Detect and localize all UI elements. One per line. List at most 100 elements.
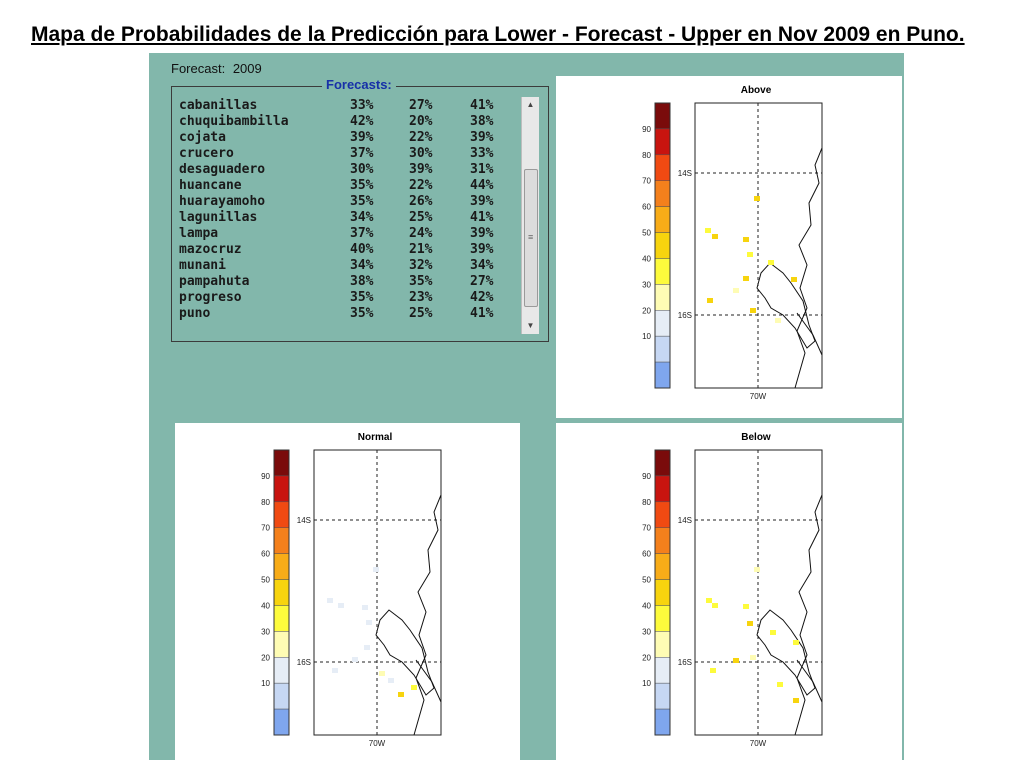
map-panel-above: Above 90 80 70 60 50 40 30 20 10 14S 16S 70W [556, 76, 902, 418]
forecasts-list[interactable]: cabanillas 33% 27% 41% chuquibambilla 42% 20% 3… [179, 98, 529, 336]
colorbar-swatch [273, 605, 290, 632]
colorbar-swatch [654, 284, 671, 311]
station-prob-normal: 22% [409, 130, 433, 145]
station-prob-lower: 42% [350, 114, 374, 129]
station-prob-lower: 33% [350, 98, 374, 113]
station-marker [791, 277, 797, 282]
colorbar-tick-label: 60 [261, 550, 270, 559]
colorbar-tick-label: 50 [642, 576, 651, 585]
lon-label: 70W [750, 739, 767, 748]
station-marker [352, 657, 358, 662]
colorbar-tick-label: 30 [261, 627, 270, 636]
station-prob-lower: 37% [350, 226, 374, 241]
scroll-thumb[interactable]: ≡ [524, 169, 538, 307]
lake-titicaca-outline [756, 262, 816, 349]
station-name: progreso [179, 290, 242, 305]
station-prob-lower: 35% [350, 290, 374, 305]
station-prob-upper: 39% [470, 130, 494, 145]
colorbar-swatch [273, 553, 290, 580]
station-marker [364, 645, 370, 650]
station-prob-normal: 21% [409, 242, 433, 257]
station-marker [398, 692, 404, 697]
forecasts-legend: Forecasts: [322, 77, 396, 92]
colorbar-tick-label: 80 [261, 498, 270, 507]
station-marker [750, 308, 756, 313]
scroll-up-icon[interactable]: ▲ [526, 100, 535, 109]
station-row[interactable]: puno 35% 25% 41% [179, 306, 529, 322]
forecast-year-field: Forecast: 2009 [171, 61, 262, 76]
lake-titicaca-outline [375, 609, 435, 696]
station-marker [379, 671, 385, 676]
station-prob-upper: 39% [470, 194, 494, 209]
colorbar-swatch [654, 631, 671, 658]
station-prob-lower: 34% [350, 210, 374, 225]
station-prob-lower: 35% [350, 178, 374, 193]
colorbar-swatch [654, 501, 671, 528]
station-marker [338, 603, 344, 608]
list-scrollbar[interactable]: ▲ ≡ ▼ [521, 97, 539, 334]
colorbar-tick-label: 80 [642, 151, 651, 160]
station-row[interactable]: lagunillas 34% 25% 41% [179, 210, 529, 226]
colorbar-swatch [273, 475, 290, 503]
station-name: mazocruz [179, 242, 242, 257]
station-prob-upper: 41% [470, 306, 494, 321]
station-row[interactable]: cabanillas 33% 27% 41% [179, 98, 529, 114]
station-row[interactable]: cojata 39% 22% 39% [179, 130, 529, 146]
lon-label: 70W [750, 392, 767, 401]
colorbar-tick-label: 40 [261, 601, 270, 610]
colorbar-tick-label: 50 [642, 229, 651, 238]
station-row[interactable]: chuquibambilla 42% 20% 38% [179, 114, 529, 130]
colorbar-tick-label: 10 [261, 679, 270, 688]
station-row[interactable]: pampahuta 38% 35% 27% [179, 274, 529, 290]
forecast-year: 2009 [232, 61, 262, 76]
station-prob-upper: 41% [470, 210, 494, 225]
colorbar-swatch [654, 475, 671, 503]
colorbar-swatch [654, 361, 671, 389]
station-marker [712, 603, 718, 608]
colorbar-tick-label: 70 [642, 177, 651, 186]
colorbar-swatch [654, 605, 671, 632]
lat-label: 16S [678, 311, 692, 320]
colorbar-swatch [654, 206, 671, 233]
station-name: huarayamoho [179, 194, 266, 209]
coastline [794, 147, 823, 389]
station-name: pampahuta [179, 274, 250, 289]
colorbar-tick-label: 90 [261, 472, 270, 481]
map-title: Below [741, 432, 771, 443]
colorbar-swatch [654, 154, 671, 181]
station-prob-normal: 25% [409, 210, 433, 225]
station-prob-upper: 31% [470, 162, 494, 177]
colorbar-swatch [273, 449, 290, 477]
map-above-svg: Above 90 80 70 60 50 40 30 20 10 14S 16S 70W [642, 85, 823, 401]
colorbar-swatch [654, 232, 671, 259]
station-row[interactable]: desaguadero 30% 39% 31% [179, 162, 529, 178]
map-below-svg: Below 90 80 70 60 50 40 30 20 10 14S 16S 70W [642, 432, 823, 748]
station-row[interactable]: crucero 37% 30% 33% [179, 146, 529, 162]
colorbar-tick-label: 90 [642, 125, 651, 134]
station-name: cojata [179, 130, 226, 145]
colorbar-tick-label: 30 [642, 627, 651, 636]
station-prob-normal: 35% [409, 274, 433, 289]
station-row[interactable]: huarayamoho 35% 26% 39% [179, 194, 529, 210]
colorbar-swatch [273, 708, 290, 736]
forecast-label: Forecast: [171, 61, 226, 76]
station-row[interactable]: mazocruz 40% 21% 39% [179, 242, 529, 258]
colorbar-tick-label: 20 [261, 653, 270, 662]
station-prob-lower: 35% [350, 194, 374, 209]
lake-titicaca-outline [756, 609, 816, 696]
station-row[interactable]: huancane 35% 22% 44% [179, 178, 529, 194]
colorbar-swatch [654, 682, 671, 710]
station-marker [777, 682, 783, 687]
station-name: huancane [179, 178, 242, 193]
colorbar-tick-label: 80 [642, 498, 651, 507]
station-row[interactable]: munani 34% 32% 34% [179, 258, 529, 274]
station-name: crucero [179, 146, 234, 161]
colorbar-swatch [654, 180, 671, 207]
station-prob-normal: 27% [409, 98, 433, 113]
station-row[interactable]: progreso 35% 23% 42% [179, 290, 529, 306]
station-prob-upper: 38% [470, 114, 494, 129]
scroll-down-icon[interactable]: ▼ [526, 321, 535, 330]
station-name: cabanillas [179, 98, 258, 113]
station-row[interactable]: lampa 37% 24% 39% [179, 226, 529, 242]
colorbar-tick-label: 40 [642, 254, 651, 263]
